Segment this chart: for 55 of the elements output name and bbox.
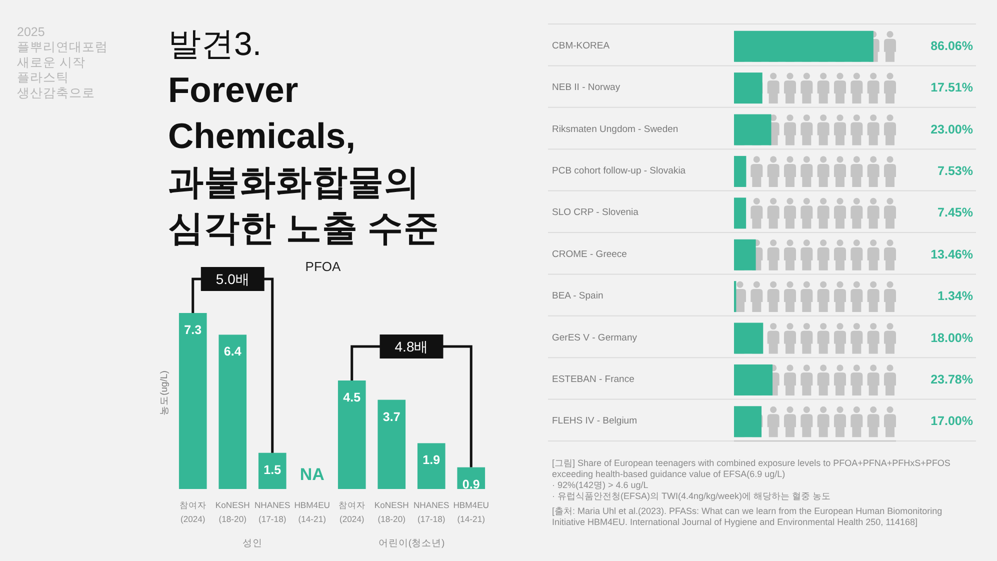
x-axis-title: 어린이(청소년): [378, 538, 445, 549]
data-label: 7.45%: [938, 206, 973, 220]
data-label: 18.00%: [930, 330, 973, 345]
data-label: 13.46%: [930, 247, 973, 262]
data-label: 23.78%: [930, 372, 973, 386]
y-tick-label: CROME - Greece: [552, 248, 627, 260]
bar: [734, 322, 764, 354]
x-tick-label: HBM4EU (14-21): [453, 500, 490, 524]
data-label: 0.9: [462, 477, 480, 492]
y-tick-label: PCB cohort follow-up - Slovakia: [552, 165, 686, 176]
y-tick-label: CBM-KOREA: [552, 40, 610, 52]
x-tick-label: 참여자 (2024): [338, 500, 366, 524]
y-tick-label: FLEHS IV - Belgium: [552, 416, 638, 427]
y-tick-label: GerES V - Germany: [552, 332, 638, 344]
bar: [734, 72, 762, 104]
text: 4.8배: [394, 338, 428, 355]
y-axis-title: 농도(ug/L): [159, 370, 170, 416]
x-tick-label: KoNESH (18-20): [374, 500, 409, 524]
y-tick-label: Riksmaten Ungdom - Sweden: [552, 124, 678, 135]
data-label: 86.06%: [930, 38, 973, 53]
bar: [378, 400, 406, 489]
x-tick-label: KoNESH (18-20): [215, 500, 250, 524]
text: 2025 플뿌리연대포럼 새로운 시작 플라스틱 생산감축으로: [17, 25, 108, 100]
y-tick-label: BEA - Spain: [552, 290, 604, 302]
data-label: 7.3: [184, 323, 202, 337]
y-tick-label: ESTEBAN - France: [552, 374, 634, 385]
bar: [417, 443, 446, 489]
data-label: 1.34%: [938, 289, 973, 304]
data-label: 4.5: [343, 390, 361, 405]
data-label: 17.51%: [930, 80, 973, 95]
x-axis-title: 성인: [242, 538, 262, 549]
bar: [734, 156, 746, 187]
chart-title: PFOA: [305, 259, 342, 274]
bar: [734, 198, 746, 229]
x-tick-label: 참여자 (2024): [179, 500, 206, 524]
x-tick-label: HBM4EU (14-21): [294, 500, 330, 524]
data-label: 7.53%: [938, 164, 973, 178]
x-tick-label: NHANES (17-18): [254, 500, 291, 524]
y-tick-label: NEB II - Norway: [552, 82, 620, 94]
text: [출처: Maria Uhl et al.(2023). PFASs: What can we learn from the European Human Biomonitoring Initiative HBM4EU. International Journal of Hygiene and Environmental Health 250, 114168]: [552, 506, 942, 527]
text: 5.0배: [216, 271, 250, 287]
text: 발견3.: [168, 25, 262, 62]
data-label: 17.00%: [930, 414, 973, 428]
bar: [338, 380, 366, 489]
y-tick-label: SLO CRP - Slovenia: [552, 207, 640, 218]
text: [그림] Share of European teenagers with combined exposure levels to PFOA+PFNA+PFHxS+PFOS exceeding health-based guidance value of EFSA(6.9 ug/L) · 92%(142명) > 4.6 ug/L · 유럽식품안전청(EFSA)의 TWI(4.4ng/kg/week)에 해당하는 혈중 농도: [552, 458, 950, 501]
x-tick-label: NHANES (17-18): [413, 500, 450, 524]
data-label: 3.7: [382, 410, 400, 424]
data-label: 6.4: [224, 344, 242, 359]
data-label: 23.00%: [930, 122, 973, 136]
data-label: 1.5: [264, 462, 282, 477]
bar: [734, 406, 762, 438]
text: Forever Chemicals, 과불화화합물의 심각한 노출 수준: [168, 70, 440, 248]
text: NA: [300, 465, 324, 484]
data-label: 1.9: [422, 453, 440, 468]
